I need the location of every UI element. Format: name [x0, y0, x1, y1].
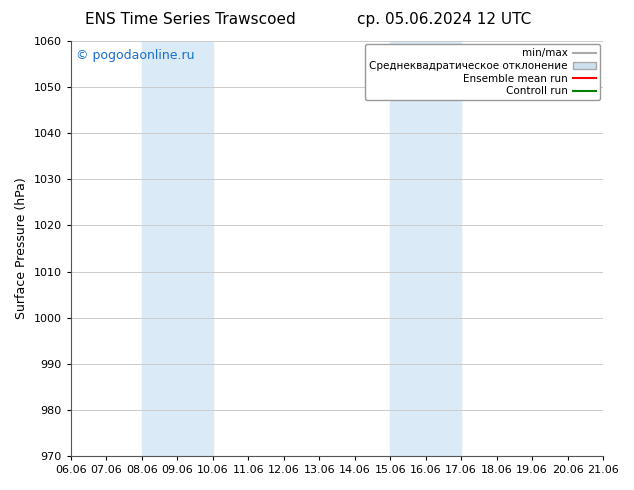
Bar	[390, 41, 461, 456]
Bar	[141, 41, 212, 456]
Text: ср. 05.06.2024 12 UTC: ср. 05.06.2024 12 UTC	[357, 12, 531, 27]
Text: ENS Time Series Trawscoed: ENS Time Series Trawscoed	[85, 12, 295, 27]
Text: © pogodaonline.ru: © pogodaonline.ru	[76, 49, 195, 62]
Y-axis label: Surface Pressure (hPa): Surface Pressure (hPa)	[15, 178, 28, 319]
Legend: min/max, Среднеквадратическое отклонение, Ensemble mean run, Controll run: min/max, Среднеквадратическое отклонение…	[365, 44, 600, 100]
